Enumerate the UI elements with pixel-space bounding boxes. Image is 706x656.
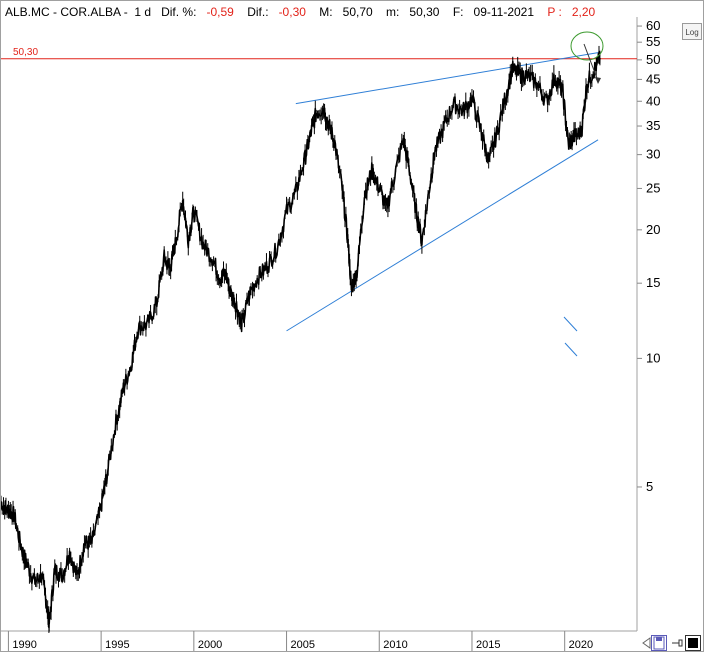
date-value: 09-11-2021 [473, 5, 535, 19]
drawn-segment-1 [563, 316, 578, 332]
dif-value: -0,30 [278, 5, 306, 19]
price-series-group [1, 45, 601, 633]
x-tick-label: 1990 [12, 639, 36, 651]
breakout-ellipse [570, 31, 604, 61]
x-tick-label: 2015 [476, 639, 500, 651]
min-label: m: [386, 5, 400, 19]
back-arrow-icon[interactable] [639, 635, 655, 651]
color-swatch-icon[interactable] [685, 635, 701, 651]
dif-pct-value: -0,59 [206, 5, 234, 19]
y-tick-label: 30 [646, 147, 660, 162]
lower-trendline [286, 139, 599, 332]
y-tick-label: 25 [646, 180, 660, 195]
x-tick-label: 2005 [291, 639, 315, 651]
trendlines [286, 52, 599, 332]
max-value: 50,70 [342, 5, 373, 19]
resistance-label: 50,30 [13, 47, 38, 58]
dif-pct-label: Dif. %: [161, 5, 197, 19]
x-tick-label: 2010 [383, 639, 407, 651]
projection-arrow [583, 43, 599, 82]
chart-header: ALB.MC - COR.ALBA - 1 d Dif. %: -0,59 Di… [5, 3, 595, 21]
y-tick-label: 15 [646, 275, 660, 290]
save-icon[interactable] [651, 635, 667, 651]
upper-trendline [295, 52, 599, 105]
x-tick-label: 2020 [569, 639, 593, 651]
y-tick-label: 20 [646, 222, 660, 237]
resistance-line-group: 50,30 [1, 47, 637, 60]
projection-arrowhead [595, 77, 601, 84]
y-tick-label: 45 [646, 71, 660, 86]
y-tick-label: 60 [646, 18, 660, 33]
log-scale-button[interactable]: Log [682, 23, 702, 40]
pin-icon[interactable] [669, 635, 685, 651]
drawn-segment-2 [564, 342, 578, 357]
y-tick-label: 55 [646, 34, 660, 49]
axes [1, 17, 638, 632]
dif-label: Dif.: [247, 5, 269, 19]
x-tick-label: 1995 [105, 639, 129, 651]
bottom-toolbar [639, 634, 703, 652]
symbol-label: ALB.MC - COR.ALBA - [5, 5, 132, 19]
max-label: M: [319, 5, 333, 19]
min-value: 50,30 [409, 5, 440, 19]
y-tick-label: 50 [646, 52, 660, 67]
period-label: 1 d [134, 5, 152, 19]
y-tick-label: 5 [646, 479, 653, 494]
x-axis: 1990 1995 2000 2005 2010 2015 2020 [7, 631, 593, 651]
price-value: 2,20 [571, 5, 596, 19]
x-tick-label: 2000 [198, 639, 222, 651]
y-tick-label: 10 [646, 350, 660, 365]
y-tick-label: 40 [646, 93, 660, 108]
y-tick-label: 35 [646, 118, 660, 133]
date-label: F: [452, 5, 464, 19]
annotation-marks [563, 31, 604, 357]
price-label: P : [547, 5, 562, 19]
